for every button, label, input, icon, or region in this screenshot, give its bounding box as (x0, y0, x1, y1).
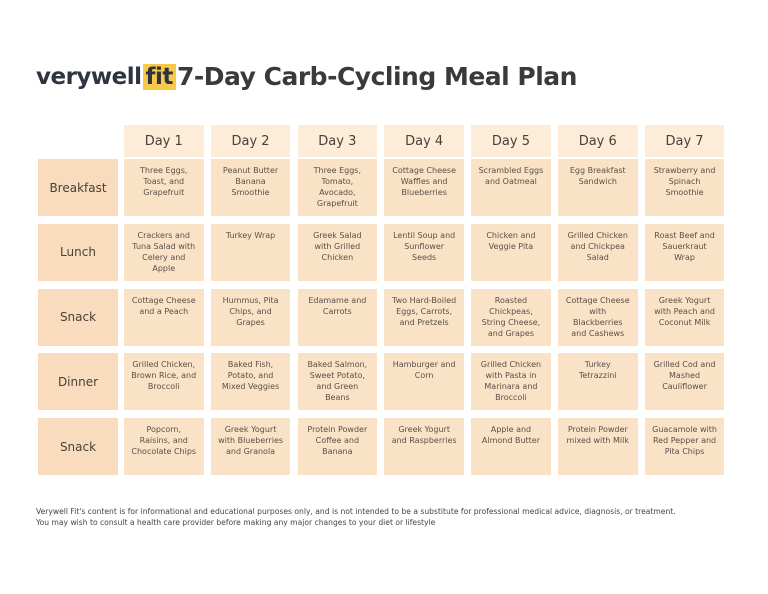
meal-cell: Peanut Butter Banana Smoothie (210, 159, 291, 216)
meal-cell: Cottage Cheese and a Peach (124, 288, 204, 346)
meal-cell: Grilled Chicken, Brown Rice, and Broccol… (124, 353, 204, 411)
meal-cell: Hamburger and Corn (384, 353, 464, 411)
column-header: Day 3 (297, 125, 378, 157)
meal-cell: Greek Yogurt and Raspberries (384, 418, 464, 476)
meal-cell: Lentil Soup and Sunflower Seeds (384, 223, 464, 281)
meal-cell: Popcorn, Raisins, and Chocolate Chips (124, 418, 204, 476)
meal-cell: Greek Yogurt with Peach and Coconut Milk (644, 288, 725, 346)
disclaimer-line: Verywell Fit's content is for informatio… (36, 507, 676, 516)
meal-cell: Baked Fish, Potato, and Mixed Veggies (210, 353, 291, 411)
logo-accent: fit (142, 64, 176, 90)
column-header: Day 6 (558, 125, 638, 157)
meal-cell: Chicken and Veggie Pita (471, 223, 551, 281)
meal-cell: Guacamole with Red Pepper and Pita Chips (644, 418, 725, 476)
title: 7-Day Carb-Cycling Meal Plan (177, 62, 577, 91)
meal-cell: Cottage Cheese Waffles and Blueberries (384, 159, 464, 216)
meal-cell: Roasted Chickpeas, String Cheese, and Gr… (471, 288, 551, 346)
row-label: Dinner (38, 353, 118, 411)
logo: verywell fit (36, 64, 176, 90)
meal-cell: Hummus, Pita Chips, and Grapes (210, 288, 291, 346)
row-label: Breakfast (38, 159, 118, 216)
meal-cell: Turkey Wrap (210, 223, 291, 281)
meal-cell: Egg Breakfast Sandwich (558, 159, 638, 216)
column-header: Day 7 (644, 125, 725, 157)
meal-cell: Protein Powder Coffee and Banana (297, 418, 378, 476)
meal-cell: Strawberry and Spinach Smoothie (644, 159, 725, 216)
meal-cell: Grilled Cod and Mashed Cauliflower (644, 353, 725, 411)
column-header: Day 4 (384, 125, 464, 157)
meal-cell: Roast Beef and Sauerkraut Wrap (644, 223, 725, 281)
meal-cell: Protein Powder mixed with Milk (558, 418, 638, 476)
meal-cell: Crackers and Tuna Salad with Celery and … (124, 223, 204, 281)
meal-cell: Greek Salad with Grilled Chicken (297, 223, 378, 281)
row-label: Lunch (38, 223, 118, 281)
meal-cell: Grilled Chicken with Pasta in Marinara a… (471, 353, 551, 411)
meal-cell: Baked Salmon, Sweet Potato, and Green Be… (297, 353, 378, 411)
meal-cell: Turkey Tetrazzini (558, 353, 638, 411)
meal-cell: Three Eggs, Tomato, Avocado, Grapefruit (297, 159, 378, 216)
meal-cell: Cottage Cheese with Blackberries and Cas… (558, 288, 638, 346)
meal-cell: Scrambled Eggs and Oatmeal (471, 159, 551, 216)
meal-cell: Edamame and Carrots (297, 288, 378, 346)
logo-main: verywell (36, 64, 142, 90)
meal-cell: Two Hard-Boiled Eggs, Carrots, and Pretz… (384, 288, 464, 346)
row-label: Snack (38, 418, 118, 476)
meal-cell: Greek Yogurt with Blueberries and Granol… (210, 418, 291, 476)
column-header: Day 1 (124, 125, 204, 157)
meal-cell: Grilled Chicken and Chickpea Salad (558, 223, 638, 281)
column-header: Day 5 (471, 125, 551, 157)
disclaimer-line: You may wish to consult a health care pr… (36, 518, 436, 527)
row-label: Snack (38, 288, 118, 346)
meal-cell: Three Eggs, Toast, and Grapefruit (124, 159, 204, 216)
meal-cell: Apple and Almond Butter (471, 418, 551, 476)
column-header: Day 2 (210, 125, 291, 157)
